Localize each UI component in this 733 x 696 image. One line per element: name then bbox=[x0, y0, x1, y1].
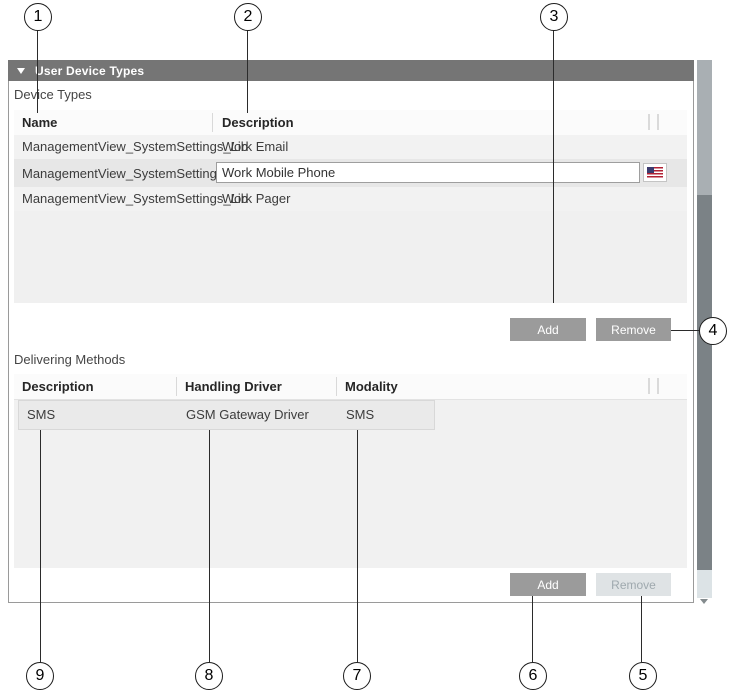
scrollbar-thumb[interactable] bbox=[697, 195, 712, 570]
description-edit-input[interactable] bbox=[216, 162, 640, 183]
column-separator bbox=[336, 377, 337, 396]
delivering-methods-remove-button: Remove bbox=[596, 573, 671, 596]
table-row[interactable]: ManagementView_SystemSettings_Lib Work P… bbox=[14, 187, 687, 211]
callout-line-7 bbox=[357, 430, 358, 662]
delivering-methods-grid: Description Handling Driver Modality SMS… bbox=[14, 374, 687, 568]
table-row-editing[interactable]: ManagementView_SystemSettings_Lib bbox=[14, 159, 687, 187]
column-separator bbox=[176, 377, 177, 396]
cell-name: ManagementView_SystemSettings_Lib bbox=[22, 166, 248, 181]
column-grip-icon[interactable] bbox=[648, 114, 650, 130]
collapse-triangle-icon bbox=[17, 67, 25, 74]
column-header-description[interactable]: Description bbox=[22, 379, 94, 394]
cell-description: Work Pager bbox=[222, 191, 291, 206]
callout-line-5 bbox=[641, 596, 642, 662]
cell-name: ManagementView_SystemSettings_Lib bbox=[22, 191, 248, 206]
callout-8: 8 bbox=[195, 662, 223, 690]
device-types-grid-header: Name Description bbox=[14, 110, 687, 136]
column-grip-icon[interactable] bbox=[657, 114, 659, 130]
cell-description: Work Email bbox=[222, 139, 289, 154]
scrollbar-track-upper[interactable] bbox=[697, 60, 712, 195]
callout-line-9 bbox=[40, 430, 41, 662]
device-types-remove-button[interactable]: Remove bbox=[596, 318, 671, 341]
device-types-label: Device Types bbox=[14, 87, 92, 102]
callout-3: 3 bbox=[540, 3, 568, 31]
column-header-modality[interactable]: Modality bbox=[345, 379, 398, 394]
callout-4: 4 bbox=[699, 317, 727, 345]
cell-handling-driver: GSM Gateway Driver bbox=[186, 407, 309, 422]
callout-2: 2 bbox=[234, 3, 262, 31]
section-header-user-device-types[interactable]: User Device Types bbox=[8, 60, 694, 81]
device-types-add-button[interactable]: Add bbox=[510, 318, 586, 341]
locale-flag-button[interactable] bbox=[643, 163, 667, 182]
cell-name: ManagementView_SystemSettings_Lib bbox=[22, 139, 248, 154]
column-header-description[interactable]: Description bbox=[222, 115, 294, 130]
column-grip-icon[interactable] bbox=[657, 378, 659, 394]
cell-description: SMS bbox=[27, 407, 56, 422]
callout-5: 5 bbox=[629, 662, 657, 690]
callout-line-2 bbox=[247, 30, 248, 113]
table-row-selected[interactable]: SMS GSM Gateway Driver SMS bbox=[18, 400, 435, 430]
callout-line-4 bbox=[671, 330, 699, 331]
column-separator bbox=[212, 113, 213, 132]
callout-6: 6 bbox=[519, 662, 547, 690]
table-row[interactable]: ManagementView_SystemSettings_Lib Work E… bbox=[14, 135, 687, 159]
callout-9: 9 bbox=[26, 662, 54, 690]
callout-7: 7 bbox=[343, 662, 371, 690]
delivering-methods-label: Delivering Methods bbox=[14, 352, 126, 367]
callout-1: 1 bbox=[24, 3, 52, 31]
callout-line-1 bbox=[37, 30, 38, 113]
cell-modality: SMS bbox=[346, 407, 375, 422]
device-types-grid: Name Description ManagementView_SystemSe… bbox=[14, 110, 687, 303]
scrollbar-track-lower[interactable] bbox=[697, 570, 712, 598]
callout-line-3 bbox=[553, 30, 554, 303]
us-flag-icon bbox=[647, 167, 663, 178]
column-header-handling-driver[interactable]: Handling Driver bbox=[185, 379, 282, 394]
column-grip-icon[interactable] bbox=[648, 378, 650, 394]
scroll-down-arrow-icon[interactable] bbox=[700, 599, 708, 604]
callout-line-6 bbox=[532, 596, 533, 662]
column-header-name[interactable]: Name bbox=[22, 115, 58, 130]
delivering-methods-grid-header: Description Handling Driver Modality bbox=[14, 374, 687, 400]
callout-line-8 bbox=[209, 430, 210, 662]
panel-title: User Device Types bbox=[35, 63, 145, 78]
delivering-methods-add-button[interactable]: Add bbox=[510, 573, 586, 596]
